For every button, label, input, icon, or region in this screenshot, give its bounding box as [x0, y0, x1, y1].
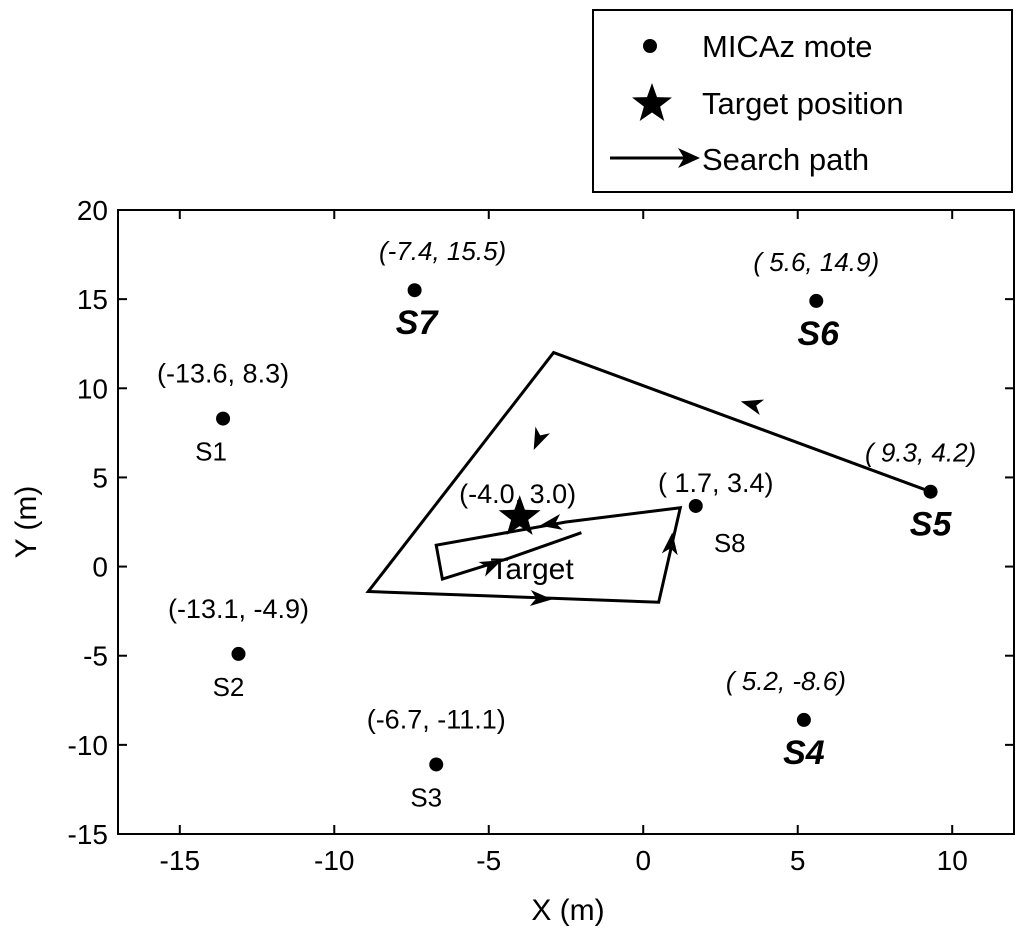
mote-s4-marker [796, 712, 811, 727]
legend-path-arrow [678, 148, 700, 168]
search-path-arrow [661, 532, 678, 556]
y-tick-label: 15 [77, 284, 108, 315]
target-label: Target [490, 553, 574, 586]
mote-s1-marker [216, 411, 231, 426]
y-tick-label: 5 [92, 462, 108, 493]
mote-s6-coords: ( 5.6, 14.9) [753, 247, 879, 277]
search-path-arrow [533, 426, 551, 451]
x-tick-label: 10 [937, 845, 968, 876]
mote-s8-marker [688, 498, 703, 513]
search-path-line [365, 350, 932, 604]
y-tick-label: 20 [77, 195, 108, 226]
y-tick-label: -15 [68, 819, 108, 850]
legend-label-target: Target position [702, 86, 904, 121]
x-tick-label: -10 [314, 845, 354, 876]
y-tick-label: -5 [83, 641, 108, 672]
y-axis-label: Y (m) [10, 486, 43, 559]
x-tick-label: -15 [160, 845, 200, 876]
y-tick-label: 10 [77, 373, 108, 404]
mote-s2-marker [231, 646, 246, 661]
mote-s2-label: S2 [213, 672, 245, 702]
x-tick-label: -5 [476, 845, 501, 876]
target-coords: (-4.0, 3.0) [459, 479, 576, 509]
mote-s3-label: S3 [410, 782, 442, 812]
search-path-arrow [529, 590, 553, 606]
legend-mote-marker [643, 39, 657, 53]
mote-s4-coords: ( 5.2, -8.6) [726, 666, 846, 696]
mote-s2-coords: (-13.1, -4.9) [168, 594, 309, 624]
legend-label-mote: MICAz mote [702, 29, 873, 64]
mote-s3-coords: (-6.7, -11.1) [367, 704, 506, 734]
mote-s7-coords: (-7.4, 15.5) [379, 236, 506, 266]
y-tick-label: -10 [68, 730, 108, 761]
mote-s5-label: S5 [910, 506, 953, 544]
mote-s1-label: S1 [195, 437, 227, 467]
axis-ticks: -15 -10 -5 0 5 10 -15 -10 -5 0 5 10 15 20 [68, 195, 1014, 876]
x-tick-label: 5 [790, 845, 806, 876]
y-tick-label: 0 [92, 552, 108, 583]
plot-area [117, 209, 1015, 835]
x-tick-label: 0 [635, 845, 651, 876]
mote-s3-marker [429, 757, 444, 772]
x-axis-label: X (m) [531, 894, 604, 927]
search-path-arrow [740, 399, 765, 416]
legend: MICAz mote Target position Search path [592, 9, 1013, 193]
search-path-arrow [539, 514, 563, 530]
target-star-marker [498, 495, 541, 535]
mote-s5-marker [923, 484, 938, 499]
mote-s8-coords: ( 1.7, 3.4) [658, 468, 774, 498]
mote-s6-label: S6 [797, 315, 840, 353]
legend-star-marker [632, 83, 672, 121]
chart-marks: S1 (-13.6, 8.3) S2 (-13.1, -4.9) S3 (-6.7, -1… [157, 236, 976, 812]
mote-s6-marker [809, 293, 824, 308]
mote-s1-coords: (-13.6, 8.3) [157, 359, 289, 389]
mote-s7-marker [407, 283, 422, 298]
mote-s4-label: S4 [783, 734, 825, 772]
mote-s5-coords: ( 9.3, 4.2) [865, 438, 976, 468]
legend-label-path: Search path [702, 142, 869, 177]
mote-s7-label: S7 [396, 304, 440, 342]
mote-s8-label: S8 [714, 528, 746, 558]
search-path [365, 350, 932, 606]
search-path-arrow [478, 560, 502, 577]
